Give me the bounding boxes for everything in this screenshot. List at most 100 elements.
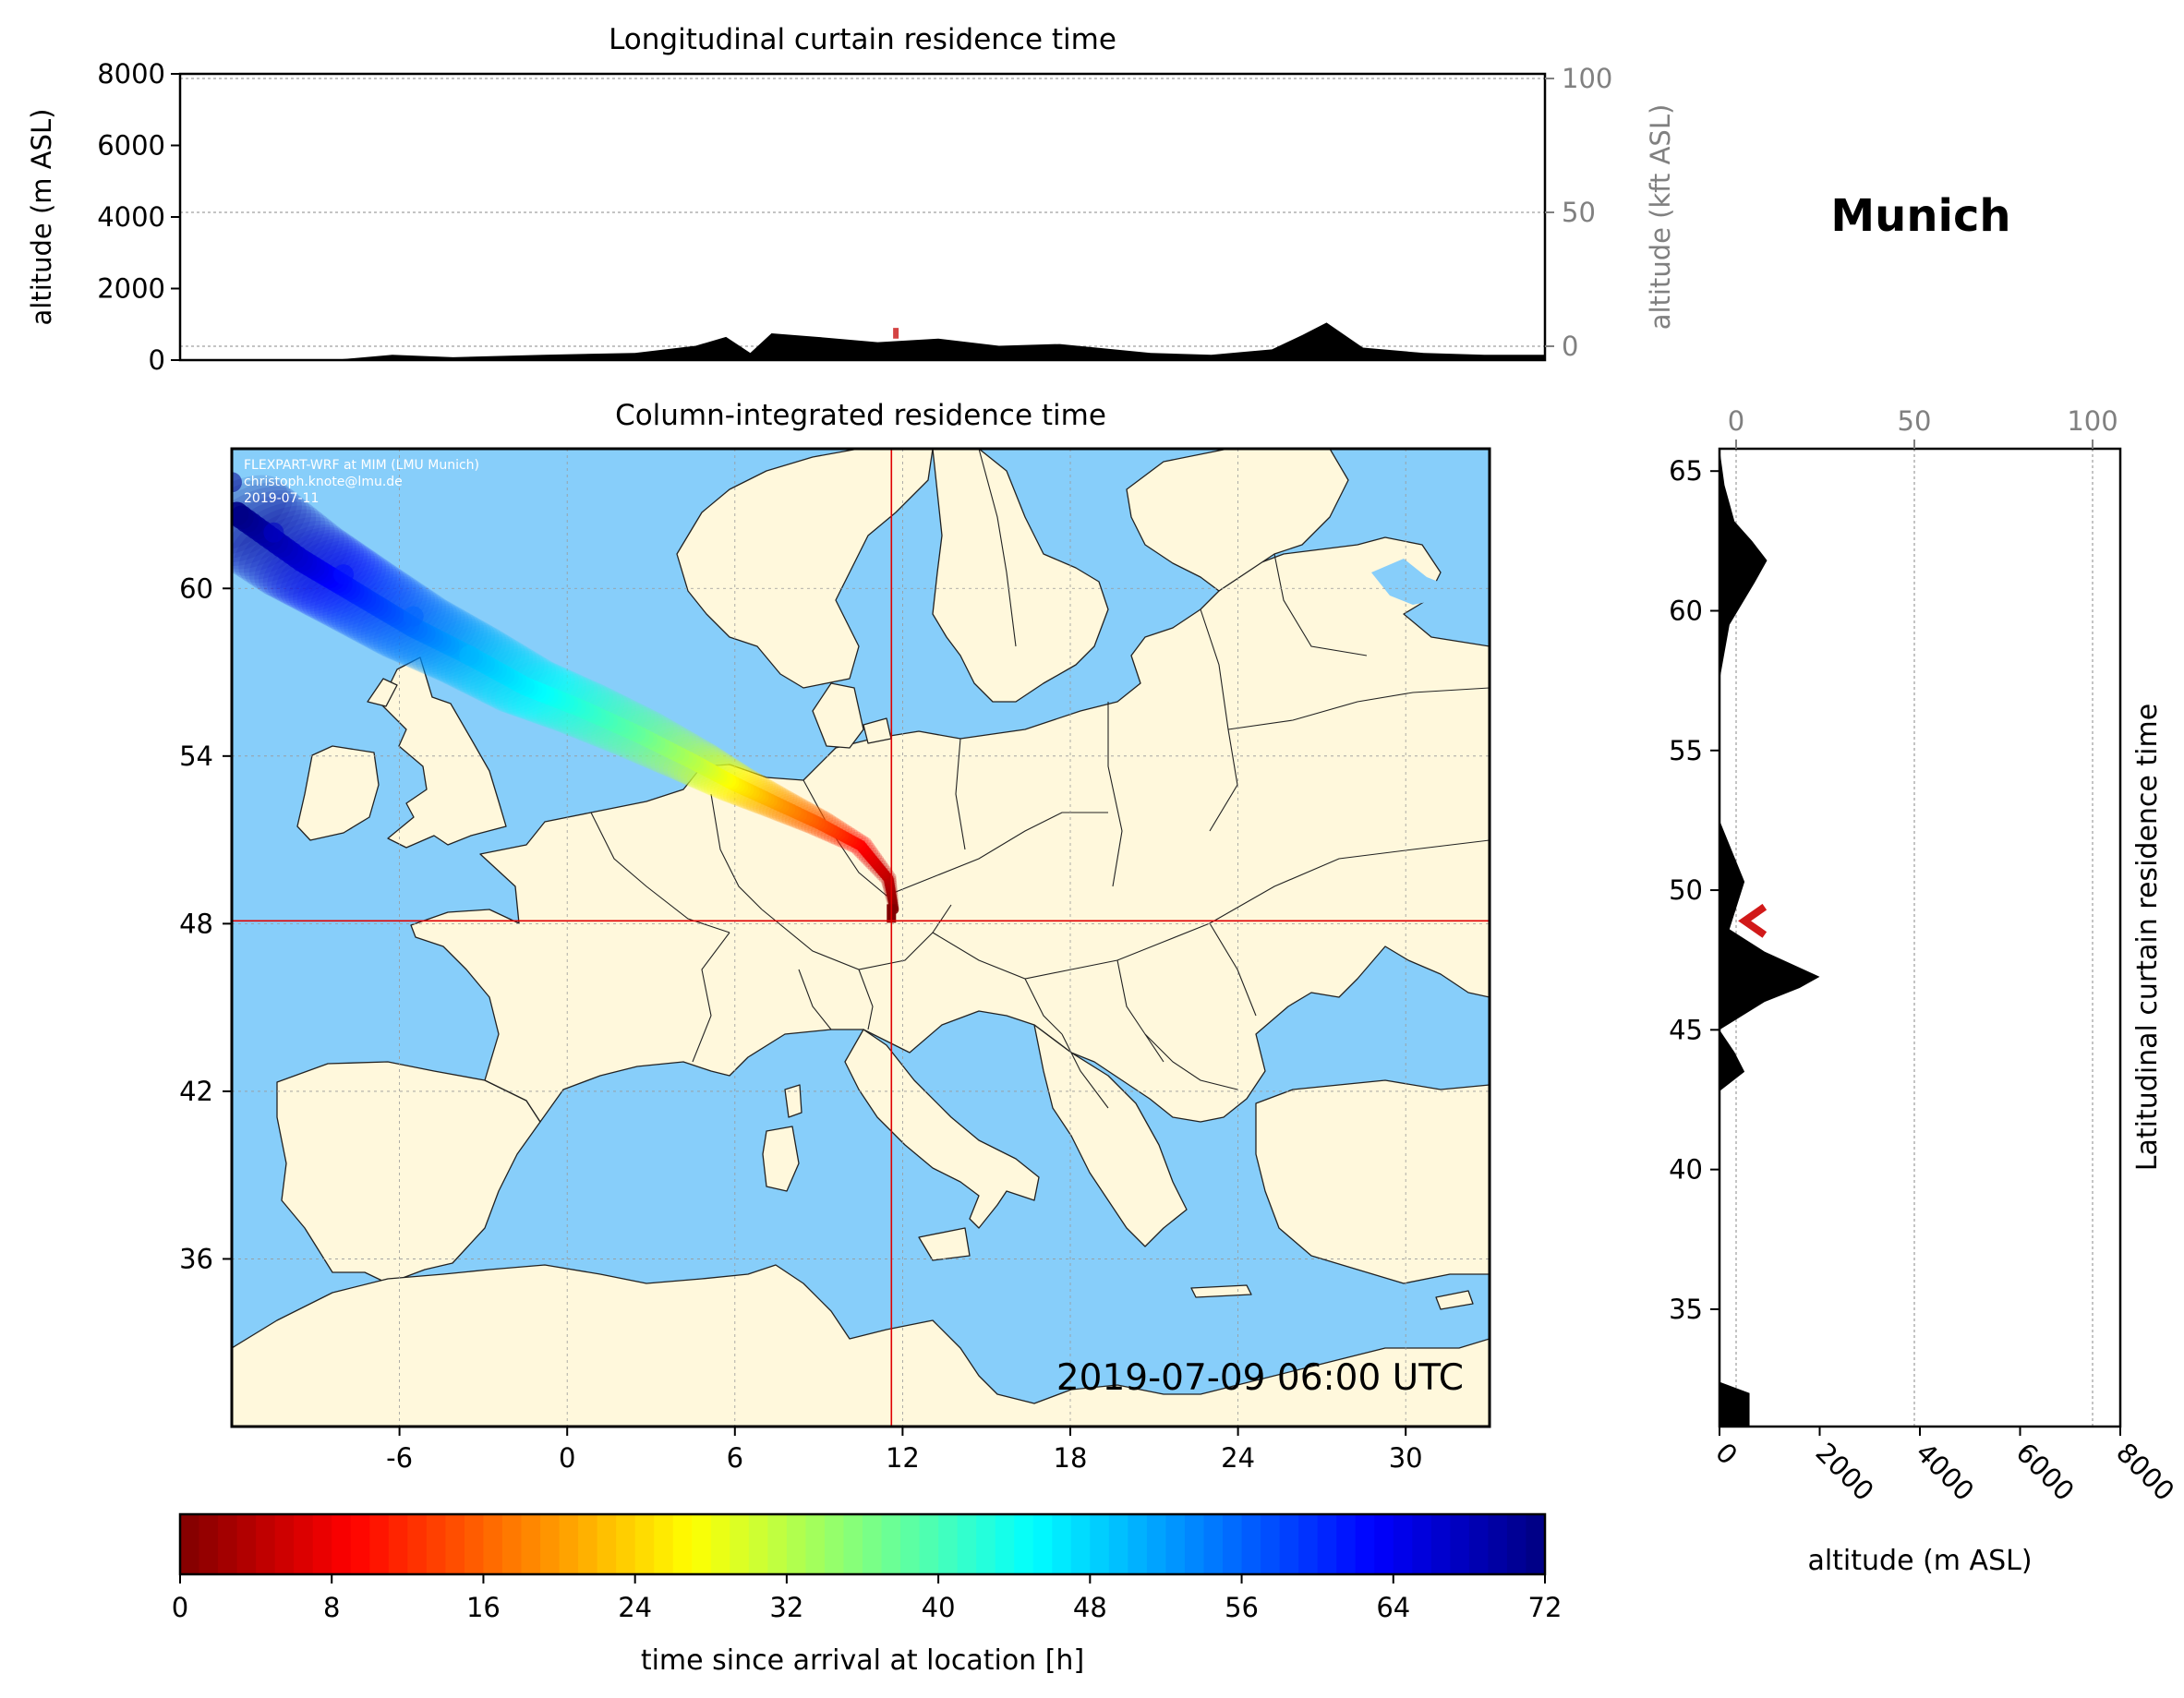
land-sicily — [918, 1227, 971, 1261]
side-y-ticks: 35 40 45 50 55 60 65 — [1669, 455, 1719, 1325]
top-right-ticks: 0 50 100 — [1545, 63, 1612, 362]
timestamp: 2019-07-09 06:00 UTC — [1056, 1357, 1464, 1399]
top-left-tick-label: 0 — [149, 344, 165, 376]
top-left-ticks: 0 2000 4000 6000 8000 — [97, 58, 180, 376]
colorbar-segment — [1203, 1514, 1224, 1574]
trajectory-point — [263, 522, 284, 543]
colorbar-frame — [178, 1512, 1547, 1576]
top-panel-title: Longitudinal curtain residence time — [609, 23, 1116, 56]
colorbar-segment — [1336, 1514, 1357, 1574]
land-scotland — [367, 678, 398, 707]
colorbar-segment — [805, 1514, 826, 1574]
top-right-tick-label: 100 — [1562, 63, 1612, 94]
colorbar-segment — [1355, 1514, 1375, 1574]
colorbar-segment — [1146, 1514, 1167, 1574]
side-top-tick-label: 50 — [1898, 405, 1932, 437]
colorbar-tick-label: 40 — [922, 1592, 956, 1623]
map-y-tick-label: 48 — [179, 908, 213, 939]
colorbar-segment — [1032, 1514, 1053, 1574]
colorbar-segment — [350, 1514, 370, 1574]
side-x-tick-label: 8000 — [2110, 1437, 2180, 1507]
land-italy — [844, 1029, 1040, 1229]
colorbar-segment — [407, 1514, 428, 1574]
colorbar-segment — [540, 1514, 561, 1574]
colorbar-segment — [294, 1514, 314, 1574]
colorbar-tick-label: 56 — [1225, 1592, 1259, 1623]
colorbar-segment — [654, 1514, 674, 1574]
top-terrain-profile — [180, 322, 1545, 360]
colorbar-segment — [1488, 1514, 1508, 1574]
colorbar-tick-label: 24 — [618, 1592, 652, 1623]
colorbar-segment — [256, 1514, 276, 1574]
colorbar-segment — [1223, 1514, 1243, 1574]
side-panel-frame — [1718, 447, 2122, 1428]
colorbar-segment — [976, 1514, 996, 1574]
top-panel-grid — [180, 78, 1545, 347]
side-x-ticks-bottom: 0 2000 4000 6000 8000 — [1709, 1427, 2180, 1507]
credit-line-2: christoph.knote@lmu.de — [244, 475, 403, 489]
colorbar-segment — [521, 1514, 541, 1574]
trajectory-point — [232, 501, 249, 526]
land-denmark — [812, 682, 864, 749]
colorbar-tick-label: 32 — [769, 1592, 803, 1623]
map-x-tick-label: 18 — [1054, 1442, 1088, 1474]
colorbar-segment — [1108, 1514, 1128, 1574]
map-x-tick-label: 6 — [727, 1442, 743, 1474]
top-right-tick-label: 50 — [1562, 197, 1596, 228]
colorbar-label: time since arrival at location [h] — [641, 1644, 1084, 1677]
colorbar-segment — [218, 1514, 238, 1574]
colorbar-tick-label: 16 — [466, 1592, 501, 1623]
land-ireland — [296, 745, 380, 841]
land-continental-europe — [410, 536, 1490, 1123]
side-ylabel-right: Latitudinal curtain residence time — [2131, 704, 2164, 1171]
land-crete — [1190, 1284, 1252, 1298]
side-y-tick-label: 35 — [1669, 1294, 1703, 1325]
map-x-tick-label: 12 — [886, 1442, 920, 1474]
colorbar-tick-label: 72 — [1528, 1592, 1563, 1623]
colorbar-ticks: 0 8 16 24 32 40 48 56 64 72 — [172, 1574, 1563, 1623]
colorbar-segment — [1430, 1514, 1451, 1574]
map-y-ticks: 36 42 48 54 60 — [179, 572, 232, 1274]
land-scandinavia — [676, 449, 934, 689]
colorbar-tick-label: 0 — [172, 1592, 188, 1623]
colorbar-segment — [786, 1514, 807, 1574]
colorbar-segment — [1184, 1514, 1205, 1574]
colorbar-segment — [692, 1514, 712, 1574]
colorbar-segments — [180, 1514, 1546, 1574]
colorbar-segment — [312, 1514, 332, 1574]
land-north-africa — [232, 1264, 1490, 1427]
colorbar-segment — [881, 1514, 901, 1574]
colorbar: 0 8 16 24 32 40 48 56 64 72 time since arrival at… — [172, 1512, 1563, 1677]
colorbar-segment — [1374, 1514, 1394, 1574]
side-x-ticks-top: 0 50 100 — [1728, 405, 2118, 449]
top-left-tick-label: 8000 — [97, 58, 165, 90]
colorbar-segment — [1052, 1514, 1072, 1574]
side-x-tick-label: 6000 — [2010, 1437, 2081, 1507]
colorbar-segment — [199, 1514, 219, 1574]
colorbar-segment — [995, 1514, 1015, 1574]
colorbar-segment — [388, 1514, 408, 1574]
side-residence-chevron — [1738, 903, 1768, 938]
land-corsica — [784, 1084, 802, 1118]
colorbar-segment — [1317, 1514, 1337, 1574]
colorbar-segment — [445, 1514, 465, 1574]
lake-ladoga — [1371, 559, 1450, 605]
colorbar-segment — [1070, 1514, 1091, 1574]
colorbar-segment — [1526, 1514, 1546, 1574]
colorbar-segment — [1450, 1514, 1470, 1574]
colorbar-segment — [634, 1514, 655, 1574]
map-x-tick-label: 0 — [559, 1442, 575, 1474]
top-right-tick-label: 0 — [1562, 331, 1578, 362]
colorbar-segment — [672, 1514, 693, 1574]
side-y-tick-label: 55 — [1669, 735, 1703, 766]
land-turkey — [1255, 1079, 1490, 1284]
map-area: FLEXPART-WRF at MIM (LMU Munich) christo… — [232, 449, 1490, 1427]
colorbar-segment — [748, 1514, 768, 1574]
colorbar-segment — [1128, 1514, 1148, 1574]
trajectory-point — [459, 644, 480, 666]
colorbar-segment — [1412, 1514, 1432, 1574]
country-borders — [590, 449, 1490, 1109]
top-left-tick-label: 6000 — [97, 130, 165, 162]
colorbar-tick-label: 8 — [323, 1592, 340, 1623]
colorbar-segment — [1468, 1514, 1490, 1574]
